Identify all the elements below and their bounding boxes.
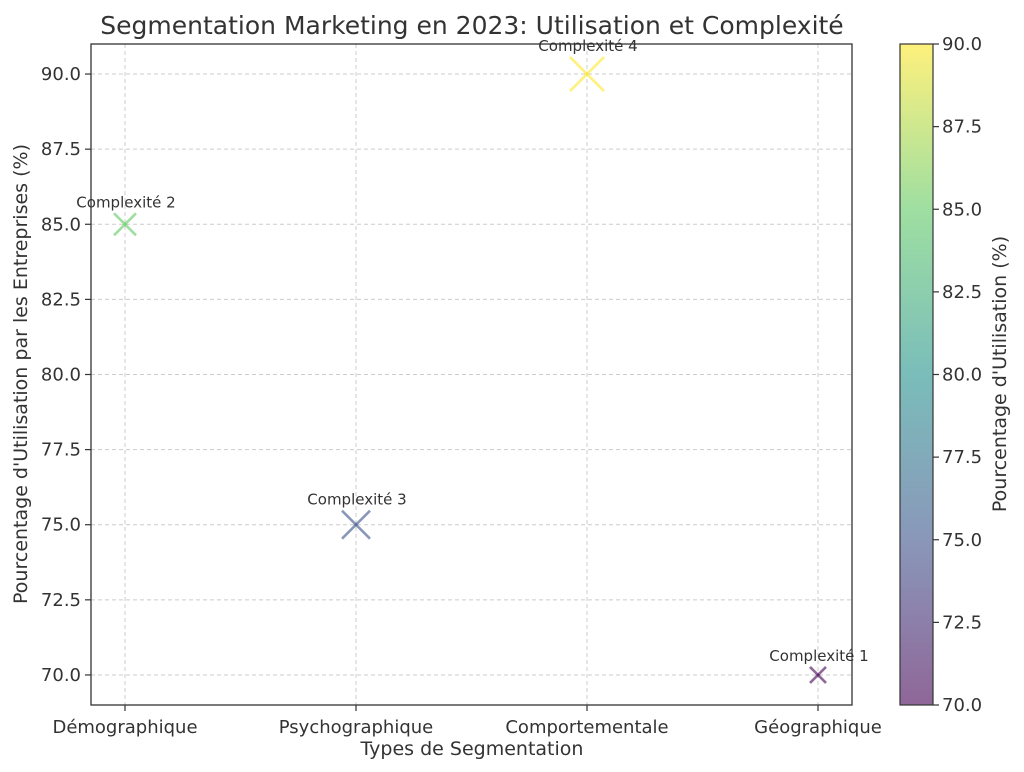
y-tick-label: 90.0 xyxy=(41,64,81,85)
colorbar-tick-label: 77.5 xyxy=(942,447,982,468)
data-point xyxy=(341,509,371,540)
y-tick-label: 85.0 xyxy=(41,214,81,235)
point-annotation: Complexité 2 xyxy=(76,193,175,211)
colorbar-tick-label: 72.5 xyxy=(942,612,982,633)
marker-stroke xyxy=(569,56,605,92)
colorbar-tick-label: 85.0 xyxy=(942,199,982,220)
colorbar-tick-label: 87.5 xyxy=(942,117,982,138)
x-axis: Démographique Psychographique Comportement… xyxy=(52,705,882,738)
x-axis-label: Types de Segmentation xyxy=(360,738,584,760)
y-tick-label: 72.5 xyxy=(41,590,81,611)
data-point xyxy=(113,212,137,237)
x-tick-label: Géographique xyxy=(754,717,882,738)
colorbar-tick-label: 75.0 xyxy=(942,530,982,551)
y-tick-label: 77.5 xyxy=(41,440,81,461)
point-annotation: Complexité 1 xyxy=(769,647,868,665)
colorbar-label: Pourcentage d'Utilisation (%) xyxy=(989,236,1011,512)
y-axis: 70.0 72.5 75.0 77.5 80.0 82.5 85.0 87.5 90.0 xyxy=(41,64,91,686)
colorbar-gradient xyxy=(899,43,934,706)
y-tick-label: 80.0 xyxy=(41,365,81,386)
y-tick-label: 70.0 xyxy=(41,665,81,686)
data-point xyxy=(809,666,827,684)
colorbar-tick-label: 82.5 xyxy=(942,282,982,303)
y-tick-label: 75.0 xyxy=(41,515,81,536)
marker-stroke xyxy=(113,212,137,237)
colorbar-tick-label: 80.0 xyxy=(942,365,982,386)
y-axis-label: Pourcentage d'Utilisation par les Entrep… xyxy=(10,144,32,604)
colorbar: 70.0 72.5 75.0 77.5 80.0 82.5 85.0 87.5 90.0 xyxy=(899,34,982,716)
data-points: Complexité 2 Complexité 3 Complexité 4 Comp… xyxy=(76,37,869,684)
y-tick-label: 87.5 xyxy=(41,139,81,160)
colorbar-tick-label: 90.0 xyxy=(942,34,982,55)
y-tick-label: 82.5 xyxy=(41,289,81,310)
point-annotation: Complexité 4 xyxy=(538,37,637,55)
x-tick-label: Comportementale xyxy=(505,717,668,738)
chart-title: Segmentation Marketing en 2023: Utilisat… xyxy=(100,11,843,40)
grid xyxy=(91,44,852,705)
colorbar-tick-label: 70.0 xyxy=(942,695,982,716)
marker-stroke xyxy=(341,509,371,540)
marker-stroke xyxy=(809,666,827,684)
point-annotation: Complexité 3 xyxy=(307,491,406,509)
x-tick-label: Démographique xyxy=(52,717,197,738)
data-point xyxy=(569,56,605,92)
x-tick-label: Psychographique xyxy=(279,717,434,738)
